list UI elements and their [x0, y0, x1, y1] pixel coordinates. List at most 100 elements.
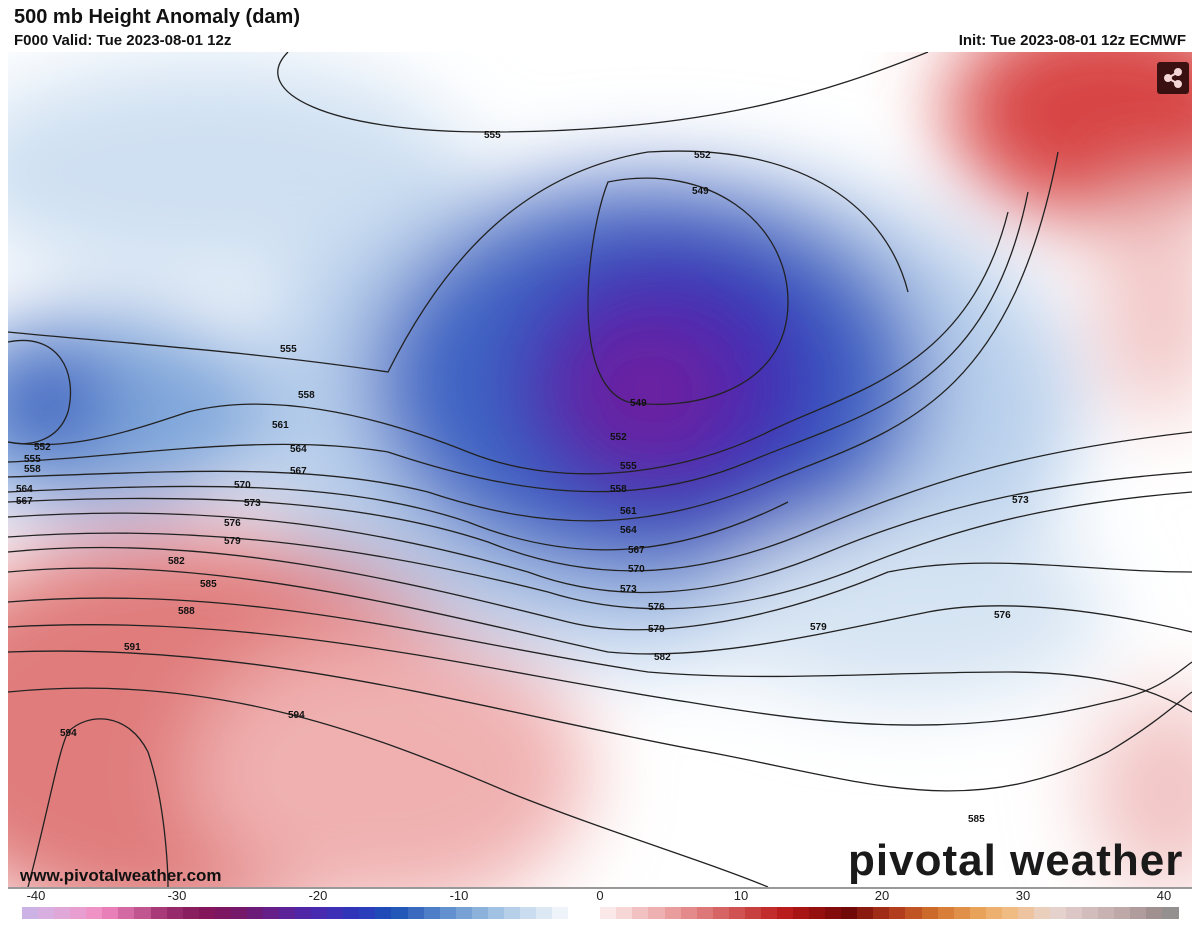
- colorbar-swatch: [728, 907, 745, 919]
- colorbar-swatch: [70, 907, 87, 919]
- contour-label: 582: [168, 556, 185, 567]
- colorbar-swatch: [359, 907, 376, 919]
- colorbar-tick-label: -30: [167, 888, 187, 903]
- colorbar-swatch: [102, 907, 119, 919]
- contour-label: 558: [24, 464, 41, 475]
- map-canvas: 555 552 549 555 549 552 555 558 561 564 …: [8, 52, 1192, 887]
- colorbar-swatch: [921, 907, 938, 919]
- valid-time: F000 Valid: Tue 2023-08-01 12z: [14, 32, 232, 49]
- contour-label: 564: [290, 444, 307, 455]
- colorbar-swatch: [793, 907, 810, 919]
- contour-label: 552: [34, 442, 51, 453]
- contour-label: 576: [224, 518, 241, 529]
- contour-label: 549: [692, 186, 709, 197]
- colorbar-swatch: [1162, 907, 1179, 919]
- colorbar-swatch: [134, 907, 151, 919]
- colorbar-swatch: [1146, 907, 1163, 919]
- colorbar-swatch: [696, 907, 713, 919]
- colorbar-swatch: [246, 907, 263, 919]
- colorbar-tick-label: -10: [449, 888, 469, 903]
- contour-label: 579: [810, 622, 827, 633]
- colorbar-swatch: [825, 907, 842, 919]
- share-button[interactable]: [1157, 62, 1189, 94]
- map-title: 500 mb Height Anomaly (dam): [14, 6, 300, 28]
- colorbar-swatch: [407, 907, 424, 919]
- colorbar-swatch: [471, 907, 488, 919]
- colorbar-swatch: [214, 907, 231, 919]
- contour-label: 570: [628, 564, 645, 575]
- colorbar-swatch: [54, 907, 71, 919]
- colorbar-swatch: [600, 907, 617, 919]
- colorbar-swatch: [519, 907, 536, 919]
- colorbar: [22, 907, 1179, 919]
- colorbar-swatch: [889, 907, 906, 919]
- colorbar-swatch: [150, 907, 167, 919]
- colorbar-tick-label: 20: [874, 888, 890, 903]
- colorbar-swatch: [680, 907, 697, 919]
- colorbar-swatch: [1001, 907, 1018, 919]
- colorbar-swatch: [1114, 907, 1131, 919]
- contour-label: 588: [178, 606, 195, 617]
- colorbar-swatch: [760, 907, 777, 919]
- colorbar-swatch: [327, 907, 344, 919]
- colorbar-swatch: [86, 907, 103, 919]
- anomaly-map[interactable]: 555 552 549 555 549 552 555 558 561 564 …: [8, 52, 1192, 889]
- contour-label: 555: [484, 130, 501, 141]
- colorbar-swatch: [343, 907, 360, 919]
- height-contours: [8, 52, 1192, 887]
- contour-label: 585: [968, 814, 985, 825]
- contour-label: 558: [610, 484, 627, 495]
- colorbar-swatch: [953, 907, 970, 919]
- colorbar-swatch: [230, 907, 247, 919]
- contour-label: 585: [200, 579, 217, 590]
- contour-label: 561: [620, 506, 637, 517]
- colorbar-swatch: [166, 907, 183, 919]
- colorbar-swatch: [1033, 907, 1050, 919]
- contour-label: 576: [994, 610, 1011, 621]
- init-time: Init: Tue 2023-08-01 12z ECMWF: [958, 32, 1186, 49]
- colorbar-tick-label: 40: [1156, 888, 1172, 903]
- colorbar-swatch: [198, 907, 215, 919]
- colorbar-swatch: [632, 907, 649, 919]
- contour-label: 555: [24, 454, 41, 465]
- colorbar-swatch: [311, 907, 328, 919]
- colorbar-swatch: [38, 907, 55, 919]
- contour-label: 558: [298, 390, 315, 401]
- contour-label: 594: [288, 710, 305, 721]
- colorbar-swatch: [1082, 907, 1099, 919]
- colorbar-swatch: [873, 907, 890, 919]
- colorbar-tick-label: 10: [733, 888, 749, 903]
- contour-label: 570: [234, 480, 251, 491]
- colorbar-swatch: [1098, 907, 1115, 919]
- contour-label: 564: [16, 484, 33, 495]
- colorbar-swatch: [664, 907, 681, 919]
- colorbar-swatch: [1017, 907, 1034, 919]
- colorbar-swatch: [22, 907, 39, 919]
- colorbar-swatch: [295, 907, 312, 919]
- contour-label: 573: [1012, 495, 1029, 506]
- contour-label: 567: [16, 496, 33, 507]
- colorbar-swatch: [375, 907, 392, 919]
- contour-label: 555: [280, 344, 297, 355]
- colorbar-swatch: [455, 907, 472, 919]
- colorbar-swatch: [552, 907, 569, 919]
- colorbar-swatch: [503, 907, 520, 919]
- colorbar-ticks: -40 -30 -20 -10 0 10 20 30 40: [0, 888, 1200, 906]
- colorbar-swatch: [182, 907, 199, 919]
- contour-label: 555: [620, 461, 637, 472]
- contour-label: 576: [648, 602, 665, 613]
- site-watermark: www.pivotalweather.com: [20, 866, 222, 885]
- colorbar-swatch: [279, 907, 296, 919]
- colorbar-tick-label: -20: [308, 888, 328, 903]
- contour-label: 579: [648, 624, 665, 635]
- colorbar-swatch: [584, 907, 601, 919]
- contour-label: 579: [224, 536, 241, 547]
- contour-label: 552: [694, 150, 711, 161]
- colorbar-tick-label: 0: [596, 888, 604, 903]
- colorbar-swatch: [905, 907, 922, 919]
- colorbar-swatch: [648, 907, 665, 919]
- contour-label: 549: [630, 398, 647, 409]
- contour-label: 567: [628, 545, 645, 556]
- colorbar-tick-label: 30: [1015, 888, 1031, 903]
- colorbar-swatch: [487, 907, 504, 919]
